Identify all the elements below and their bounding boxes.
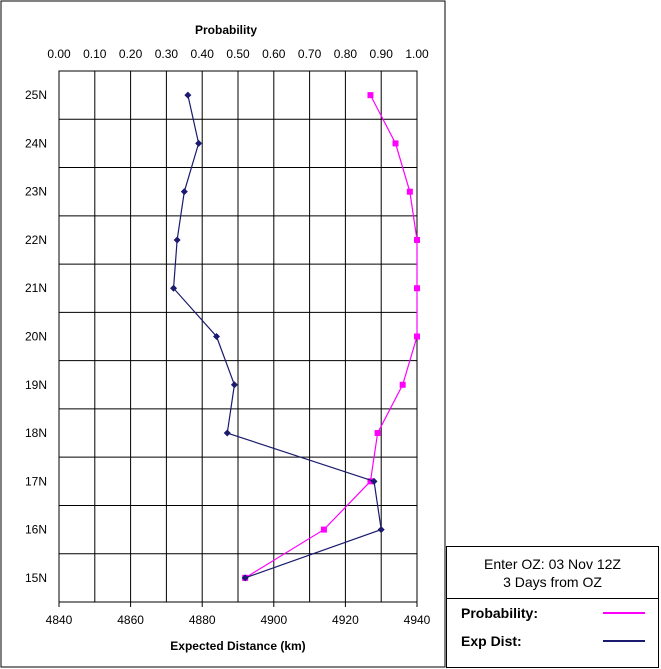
top-tick-label: 0.50	[226, 47, 250, 61]
top-tick-label: 0.80	[334, 47, 358, 61]
top-axis-title: Probability	[195, 23, 257, 37]
probability-point	[406, 188, 413, 195]
y-tick-label: 17N	[25, 474, 47, 488]
top-tick-label: 0.70	[298, 47, 322, 61]
probability-point	[320, 526, 327, 533]
top-tick-label: 0.10	[83, 47, 107, 61]
exp-dist-point	[223, 429, 231, 437]
legend-expdist-label: Exp Dist:	[461, 633, 522, 649]
bottom-tick-label: 4940	[404, 613, 431, 627]
top-tick-label: 0.30	[155, 47, 179, 61]
legend-row-expdist: Exp Dist:	[447, 627, 658, 655]
series-layer	[170, 91, 420, 582]
exp-dist-point	[213, 333, 221, 340]
top-tick-label: 0.00	[47, 47, 71, 61]
y-tick-label: 18N	[25, 426, 47, 440]
bottom-tick-label: 4900	[260, 613, 287, 627]
probability-point	[414, 285, 420, 292]
exp-dist-point	[184, 91, 192, 99]
y-tick-label: 16N	[25, 523, 47, 537]
legend-expdist-swatch	[603, 640, 645, 642]
exp-dist-point	[195, 139, 203, 147]
bottom-axis-title: Expected Distance (km)	[170, 639, 305, 653]
legend-row-probability: Probability:	[447, 599, 658, 627]
bottom-axis-ticks: 4840 4860 4880 4900 4920 4940	[46, 602, 431, 627]
exp-dist-point	[170, 284, 178, 292]
bottom-tick-label: 4880	[189, 613, 216, 627]
legend: Enter OZ: 03 Nov 12Z 3 Days from OZ Prob…	[446, 546, 659, 668]
probability-point	[374, 430, 381, 437]
legend-header-line1: Enter OZ: 03 Nov 12Z	[484, 556, 621, 572]
bottom-tick-label: 4840	[46, 613, 73, 627]
bottom-tick-label: 4920	[332, 613, 359, 627]
exp-dist-point	[370, 477, 378, 485]
probability-point	[399, 381, 406, 388]
y-tick-label: 20N	[25, 330, 47, 344]
top-tick-label: 1.00	[405, 47, 429, 61]
probability-point	[414, 236, 420, 243]
bottom-tick-label: 4860	[117, 613, 144, 627]
y-tick-label: 24N	[25, 136, 47, 150]
probability-point	[367, 92, 374, 99]
exp-dist-point	[377, 526, 385, 534]
y-tick-label: 25N	[25, 88, 47, 102]
top-tick-label: 0.90	[370, 47, 394, 61]
top-axis-ticks: 0.00 0.10 0.20 0.30 0.40 0.50 0.60 0.70 0.80 0.90…	[47, 47, 429, 61]
legend-probability-swatch	[603, 612, 645, 614]
chart: Probability 0.00 0.10 0.20 0.30 0.40 0.50 0.60…	[0, 0, 446, 668]
y-tick-label: 15N	[25, 571, 47, 585]
top-tick-label: 0.60	[262, 47, 286, 61]
y-tick-label: 22N	[25, 233, 47, 247]
exp-dist-point	[230, 381, 238, 389]
probability-point	[367, 478, 374, 485]
top-tick-label: 0.20	[119, 47, 143, 61]
exp-dist-point	[180, 188, 188, 196]
legend-probability-label: Probability:	[461, 605, 539, 621]
y-tick-label: 19N	[25, 378, 47, 392]
probability-point	[414, 333, 420, 340]
y-axis-ticks: 15N 16N 17N 18N 19N 20N 21N 22N 23N 24N 25N	[25, 88, 47, 585]
probability-point	[392, 140, 399, 147]
y-tick-label: 23N	[25, 185, 47, 199]
exp-dist-point	[173, 236, 181, 244]
legend-header-line2: 3 Days from OZ	[503, 574, 602, 590]
y-tick-label: 21N	[25, 281, 47, 295]
top-tick-label: 0.40	[191, 47, 215, 61]
chart-frame	[0, 0, 446, 668]
legend-header: Enter OZ: 03 Nov 12Z 3 Days from OZ	[447, 547, 658, 599]
exp-dist-point	[241, 574, 249, 582]
